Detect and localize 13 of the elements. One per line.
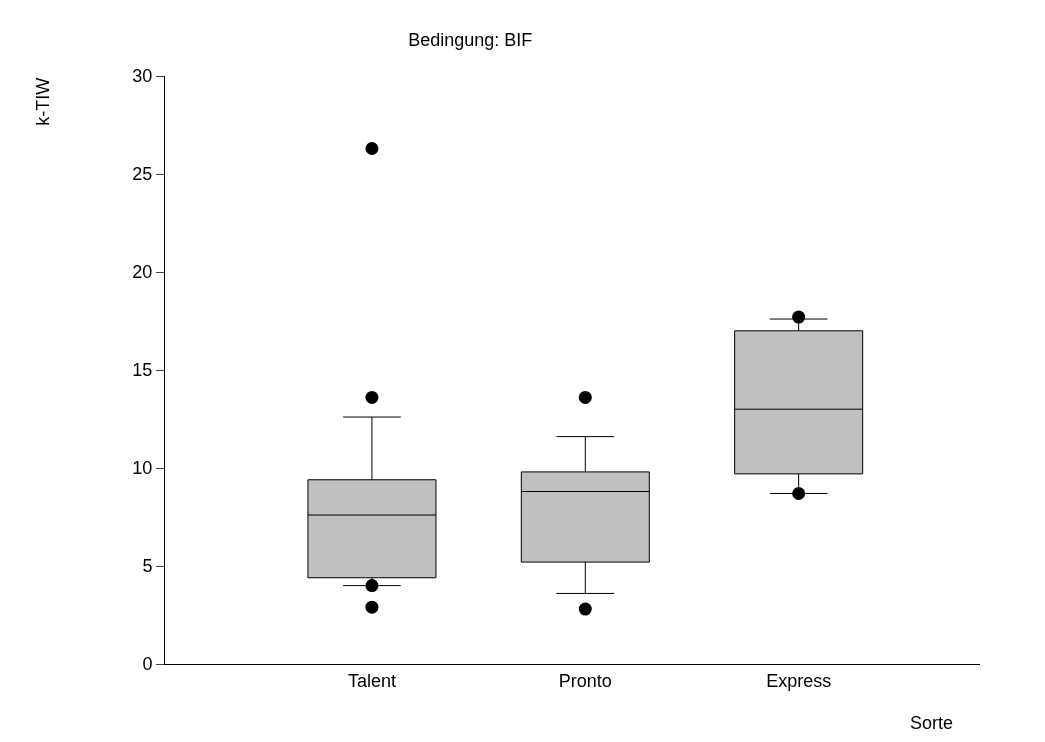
y-tick-label: 15 <box>132 360 153 381</box>
y-tick-label: 10 <box>132 458 153 479</box>
y-tick-label: 30 <box>132 66 153 87</box>
y-tick-label: 20 <box>132 262 153 283</box>
chart-title: Bedingung: BIF <box>408 29 533 50</box>
y-tick-label: 25 <box>132 164 153 185</box>
y-tick-label: 5 <box>142 556 153 577</box>
x-tick-label: Express <box>766 670 832 691</box>
y-axis-title: k-TIW <box>32 77 53 126</box>
y-tick-label: 0 <box>142 654 153 675</box>
x-tick-label: Talent <box>347 670 396 691</box>
x-axis-title: Sorte <box>910 713 954 733</box>
x-tick-label: Pronto <box>558 670 612 691</box>
